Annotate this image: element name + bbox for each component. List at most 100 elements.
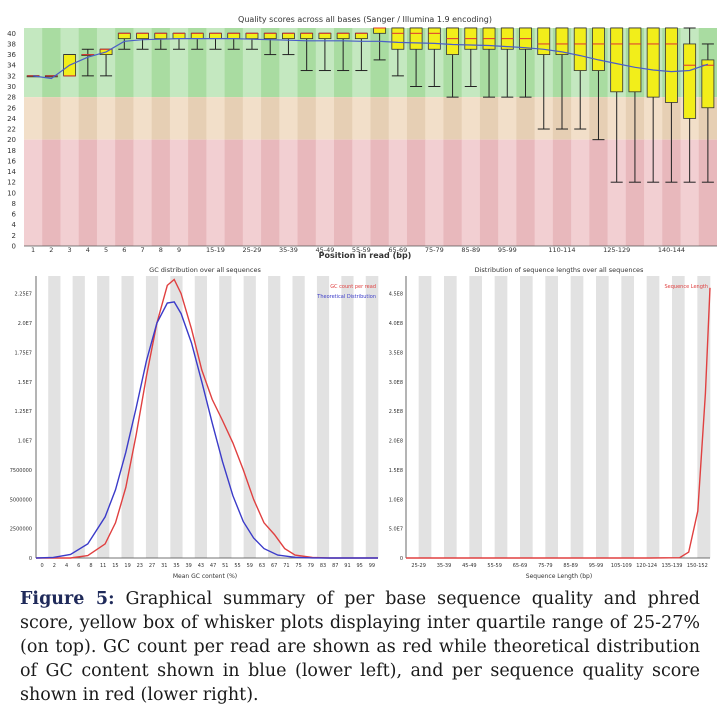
iqr-box <box>245 32 259 40</box>
zone-poor-band <box>680 139 700 246</box>
gc-x-tick-label: 91 <box>344 563 350 569</box>
zone-poor-band <box>589 139 609 246</box>
zone-poor-band <box>279 139 299 246</box>
y-tick-label: 24 <box>7 115 16 123</box>
length-grid-band <box>583 276 597 558</box>
y-tick-label: 4 <box>12 221 17 229</box>
zone-poor-band <box>169 139 189 246</box>
gc-x-tick-label: 87 <box>332 563 338 569</box>
gc-grid-band <box>72 276 86 558</box>
length-grid-band <box>570 276 584 558</box>
zone-reasonable-band <box>334 97 353 140</box>
zone-good-band <box>115 28 134 98</box>
length-x-tick-label: 55-59 <box>487 563 502 569</box>
box-7 <box>136 32 149 50</box>
x-tick-label: 8 <box>159 246 163 254</box>
box-125-129 <box>610 27 624 183</box>
iqr-box <box>573 27 587 71</box>
box-110-114 <box>555 27 569 130</box>
y-tick-label: 10 <box>7 189 16 197</box>
zone-good-band <box>242 28 262 98</box>
gc-grid-band <box>304 276 318 558</box>
gc-grid-band <box>231 276 244 558</box>
zone-good-band <box>24 28 43 98</box>
zone-poor-band <box>352 139 371 246</box>
gc-y-tick-label: 2500000 <box>10 527 32 533</box>
iqr-box <box>610 27 624 93</box>
box-90-94 <box>482 27 496 98</box>
gc-y-tick-label: 2.25E7 <box>15 292 32 298</box>
zone-reasonable-band <box>261 97 280 140</box>
length-grid-band <box>456 276 470 558</box>
box-20-24 <box>227 32 241 50</box>
length-grid-band <box>634 276 647 558</box>
iqr-box <box>154 32 168 40</box>
quality-zone-background <box>24 28 717 246</box>
box-85-89 <box>464 27 478 87</box>
box-115-119 <box>573 27 587 130</box>
y-tick-label: 32 <box>7 72 16 80</box>
gc-x-tick-label: 6 <box>77 563 80 569</box>
y-tick-label: 12 <box>7 179 16 187</box>
y-tick-label: 16 <box>7 157 16 165</box>
gc-x-tick-label: 27 <box>149 563 155 569</box>
length-grid-band <box>646 276 660 558</box>
box-10-14 <box>190 32 204 50</box>
zone-poor-band <box>133 139 153 246</box>
gc-x-tick-label: 43 <box>198 563 204 569</box>
zone-good-band <box>151 28 171 98</box>
y-tick-label: 0 <box>12 243 16 251</box>
zone-good-band <box>261 28 280 98</box>
x-tick-label: 140-144 <box>658 246 685 254</box>
gc-x-tick-label: 35 <box>173 563 179 569</box>
gc-x-tick-label: 59 <box>247 563 253 569</box>
zone-poor-band <box>443 139 463 246</box>
gc-x-tick-label: 23 <box>137 563 143 569</box>
zone-reasonable-band <box>206 97 226 140</box>
length-grid-band <box>520 276 533 558</box>
gc-distribution-chart: GC distribution over all sequences Mean … <box>10 266 379 580</box>
zone-poor-band <box>334 139 353 246</box>
zone-reasonable-band <box>352 97 371 140</box>
zone-poor-band <box>206 139 226 246</box>
box-4 <box>81 48 95 77</box>
length-x-tick-label: 105-109 <box>611 563 632 569</box>
x-tick-label: 3 <box>68 246 72 254</box>
gc-grid-band <box>341 276 354 558</box>
quality-chart-xlabel: Position in read (bp) <box>319 251 412 260</box>
iqr-box <box>446 27 459 55</box>
length-grid-band <box>621 276 635 558</box>
gc-x-tick-label: 71 <box>283 563 289 569</box>
sequence-length-chart: Distribution of sequence lengths over al… <box>389 266 711 580</box>
length-y-tick-label: 2.5E8 <box>389 409 403 415</box>
x-tick-label: 35-39 <box>279 246 298 254</box>
iqr-box <box>354 32 368 40</box>
gc-grid-band <box>158 276 171 558</box>
zone-poor-band <box>151 139 171 246</box>
zone-poor-band <box>42 139 61 246</box>
zone-good-band <box>42 28 61 98</box>
length-y-tick-label: 4.0E8 <box>389 321 403 327</box>
box-100-104 <box>519 27 532 98</box>
figure-caption-lead: Figure 5: <box>20 589 115 609</box>
gc-x-tick-label: 11 <box>100 563 106 569</box>
x-tick-label: 25-29 <box>243 246 262 254</box>
zone-poor-band <box>625 139 645 246</box>
box-150-151 <box>701 43 715 183</box>
quality-scores-boxplot: Quality scores across all bases (Sanger … <box>7 15 717 260</box>
zone-poor-band <box>24 139 43 246</box>
box-55-59 <box>354 32 368 72</box>
gc-x-tick-label: 31 <box>161 563 167 569</box>
zone-reasonable-band <box>406 97 426 140</box>
gc-x-tick-label: 51 <box>222 563 228 569</box>
x-tick-label: 2 <box>49 246 53 254</box>
box-95-99 <box>500 27 514 98</box>
gc-x-tick-label: 19 <box>124 563 130 569</box>
zone-poor-band <box>479 139 499 246</box>
x-tick-label: 15-19 <box>206 246 225 254</box>
gc-y-tick-label: 7500000 <box>10 468 32 474</box>
gc-x-tick-label: 39 <box>185 563 191 569</box>
gc-grid-band <box>316 276 330 558</box>
zone-poor-band <box>60 139 80 246</box>
box-145-149 <box>683 27 697 183</box>
